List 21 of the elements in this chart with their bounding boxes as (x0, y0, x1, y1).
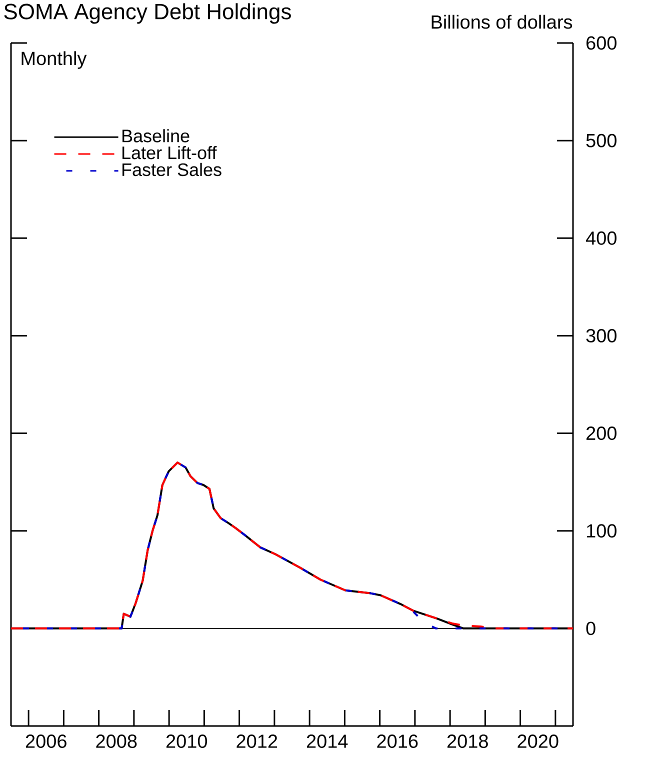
y-tick-label: 400 (586, 231, 616, 245)
legend-label: Later Lift-off (122, 146, 217, 160)
y-tick-label: 500 (586, 134, 616, 148)
x-tick-label: 2016 (377, 734, 418, 748)
y-tick-label: 600 (586, 36, 616, 50)
legend-label: Faster Sales (122, 162, 222, 176)
y-tick-label: 100 (586, 524, 616, 538)
annotation: Monthly (22, 51, 87, 69)
y-tick-label: 0 (586, 622, 596, 636)
x-tick-label: 2018 (447, 734, 488, 748)
x-tick-label: 2012 (236, 734, 278, 748)
x-tick-label: 2020 (518, 734, 558, 748)
x-tick-label: 2014 (306, 734, 348, 748)
x-tick-label: 2008 (96, 734, 137, 748)
legend-label: Baseline (122, 129, 190, 142)
chart-title: SOMA Agency Debt Holdings (4, 3, 291, 24)
y-axis-title: Billions of dollars (432, 14, 572, 29)
x-tick-label: 2010 (166, 734, 208, 748)
y-tick-label: 200 (586, 426, 616, 440)
x-tick-label: 2006 (26, 734, 66, 748)
y-tick-label: 300 (586, 328, 616, 342)
